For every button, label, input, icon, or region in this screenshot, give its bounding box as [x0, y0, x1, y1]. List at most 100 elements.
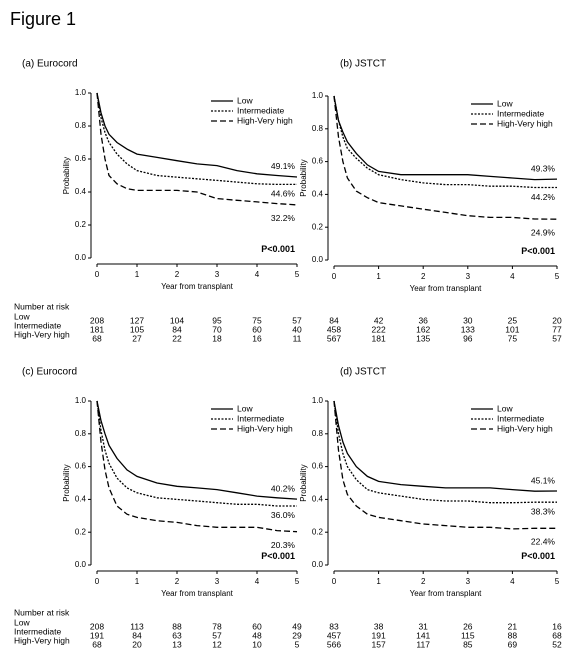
risk-count: 95	[212, 315, 222, 325]
x-axis-label: Year from transplant	[410, 284, 483, 293]
risk-count: 191	[372, 630, 386, 640]
y-tick-label: 0.2	[312, 222, 324, 231]
risk-count: 29	[292, 630, 302, 640]
y-axis-label: Probability	[62, 157, 71, 194]
risk-count: 69	[508, 639, 518, 649]
risk-count: 105	[130, 324, 144, 334]
x-tick-label: 5	[295, 270, 300, 279]
survival-curve	[96, 92, 298, 178]
y-tick-label: 0.8	[312, 429, 324, 438]
risk-count: 30	[463, 315, 473, 325]
y-tick-label: 0.8	[312, 124, 324, 133]
risk-count: 457	[327, 630, 341, 640]
survival-curve	[333, 95, 557, 189]
risk-count: 60	[252, 324, 262, 334]
risk-count: 57	[212, 630, 222, 640]
risk-count: 127	[130, 315, 144, 325]
x-tick-label: 3	[466, 577, 471, 586]
legend-label: Low	[237, 95, 253, 105]
risk-count: 13	[172, 639, 182, 649]
risk-count: 22	[172, 333, 182, 343]
risk-count: 84	[132, 630, 142, 640]
risk-count: 75	[252, 315, 262, 325]
risk-count: 85	[463, 639, 473, 649]
y-tick-label: 0.2	[75, 527, 87, 536]
y-tick-label: 1.0	[75, 88, 87, 97]
y-tick-label: 0.0	[312, 255, 324, 264]
p-value: P<0.001	[261, 551, 295, 561]
y-tick-label: 1.0	[312, 91, 324, 100]
risk-count: 31	[418, 621, 428, 631]
legend-label: Intermediate	[497, 108, 545, 118]
x-tick-label: 4	[510, 272, 515, 281]
y-tick-label: 0.2	[75, 220, 87, 229]
risk-count: 78	[212, 621, 222, 631]
risk-count: 57	[552, 333, 562, 343]
survival-curve	[96, 400, 298, 500]
risk-count: 566	[327, 639, 341, 649]
x-tick-label: 2	[421, 577, 426, 586]
risk-count: 77	[552, 324, 562, 334]
y-tick-label: 1.0	[75, 396, 87, 405]
risk-count: 208	[90, 315, 104, 325]
legend-label: Low	[237, 403, 253, 413]
risk-count: 104	[170, 315, 184, 325]
risk-count: 113	[130, 621, 144, 631]
end-label: 44.6%	[271, 189, 296, 199]
risk-count: 49	[292, 621, 302, 631]
risk-count: 162	[416, 324, 430, 334]
x-tick-label: 2	[175, 270, 180, 279]
risk-count: 40	[292, 324, 302, 334]
panel-title: (b) JSTCT	[340, 59, 386, 70]
risk-count: 115	[461, 630, 475, 640]
risk-count: 157	[372, 639, 386, 649]
y-axis-label: Probability	[299, 159, 308, 196]
end-label: 32.2%	[271, 213, 296, 223]
legend-label: Low	[497, 403, 513, 413]
x-tick-label: 1	[376, 577, 381, 586]
risk-count: 191	[90, 630, 104, 640]
x-tick-label: 2	[175, 577, 180, 586]
y-axis-label: Probability	[62, 464, 71, 501]
p-value: P<0.001	[261, 244, 295, 254]
risk-count: 38	[374, 621, 384, 631]
risk-table-title: Number at risk	[14, 301, 70, 311]
y-tick-label: 0.4	[75, 495, 87, 504]
x-tick-label: 4	[255, 270, 260, 279]
risk-count: 16	[252, 333, 262, 343]
risk-count: 84	[172, 324, 182, 334]
risk-count: 88	[508, 630, 518, 640]
x-tick-label: 1	[135, 577, 140, 586]
risk-row-label: High-Very high	[14, 329, 70, 339]
y-tick-label: 0.6	[75, 154, 87, 163]
figure-title: Figure 1	[10, 9, 76, 29]
y-tick-label: 0.8	[75, 429, 87, 438]
x-tick-label: 1	[135, 270, 140, 279]
panel-title: (a) Eurocord	[22, 59, 78, 70]
risk-count: 63	[172, 630, 182, 640]
risk-row-label: High-Very high	[14, 635, 70, 645]
panel-title: (d) JSTCT	[340, 367, 386, 378]
y-tick-label: 0.6	[75, 462, 87, 471]
risk-count: 458	[327, 324, 341, 334]
end-label: 40.2%	[271, 483, 296, 493]
risk-count: 36	[418, 315, 428, 325]
y-axis-label: Probability	[299, 464, 308, 501]
y-tick-label: 0.0	[75, 560, 87, 569]
risk-table-title: Number at risk	[14, 607, 70, 617]
legend-label: Intermediate	[237, 105, 285, 115]
risk-row-label: Low	[14, 617, 30, 627]
end-label: 44.2%	[531, 192, 556, 202]
end-label: 45.1%	[531, 475, 556, 485]
y-tick-label: 0.4	[312, 190, 324, 199]
x-tick-label: 5	[555, 272, 560, 281]
risk-count: 20	[552, 315, 562, 325]
survival-curve	[333, 95, 558, 181]
risk-count: 12	[212, 639, 222, 649]
risk-count: 83	[329, 621, 339, 631]
x-tick-label: 1	[376, 272, 381, 281]
survival-curve	[333, 400, 558, 492]
legend-label: Intermediate	[497, 413, 545, 423]
survival-curve	[333, 400, 557, 530]
